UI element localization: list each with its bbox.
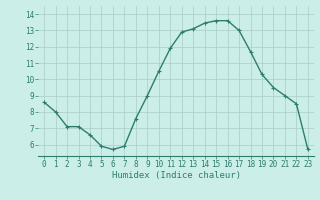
X-axis label: Humidex (Indice chaleur): Humidex (Indice chaleur) bbox=[111, 171, 241, 180]
